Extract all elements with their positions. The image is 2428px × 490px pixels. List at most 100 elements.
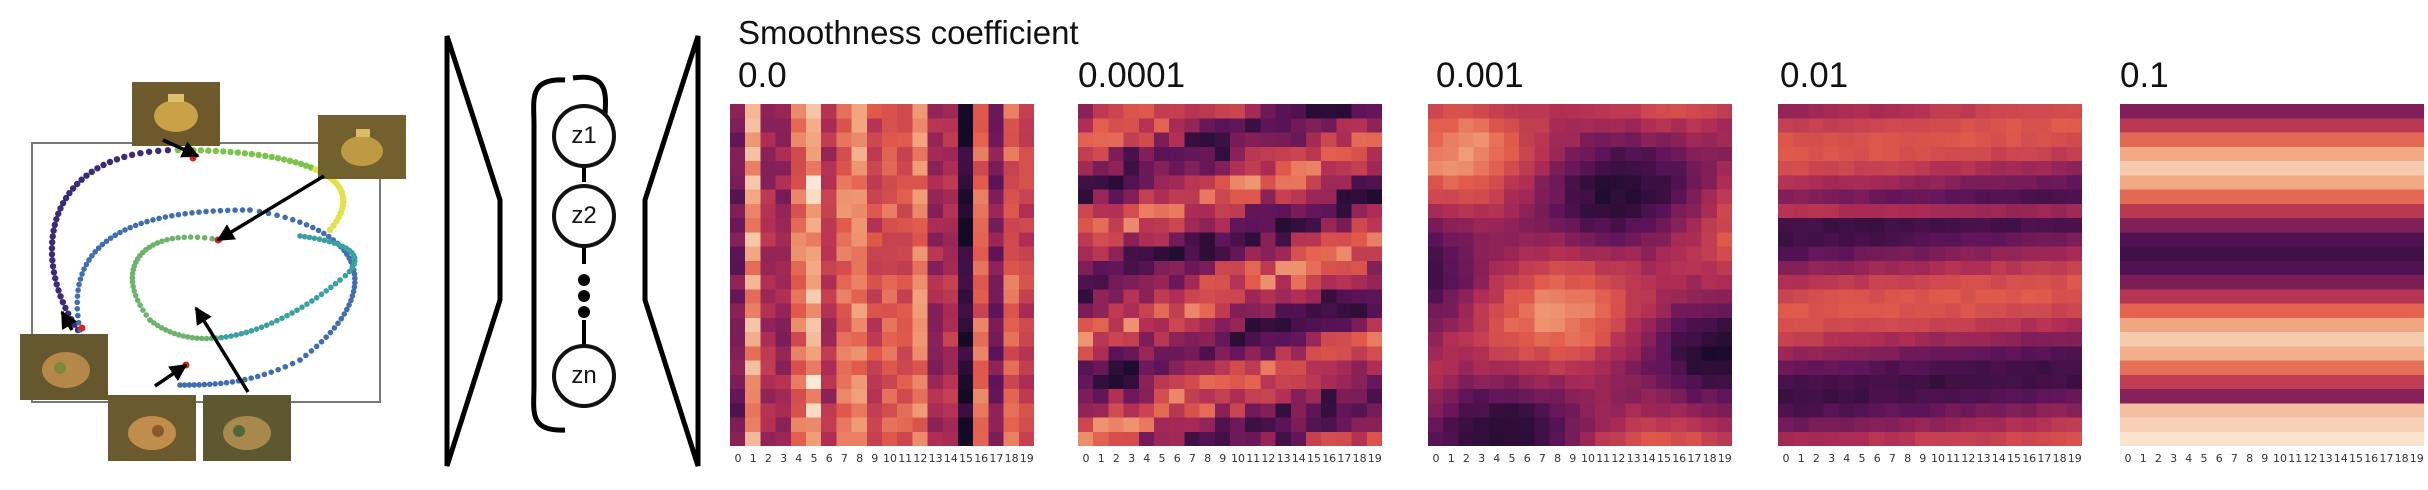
x-tick-label: 3 [1478, 452, 1486, 465]
trajectory-point [309, 298, 315, 304]
x-tick-label: 18 [1004, 452, 1019, 465]
trajectory-point [75, 287, 81, 293]
trajectory-point [83, 172, 90, 179]
trajectory-point [321, 237, 328, 244]
trajectory-point [95, 245, 102, 251]
x-tick-label: 7 [2230, 452, 2238, 465]
ellipsis-dot [578, 274, 590, 286]
trajectory-point [79, 271, 85, 277]
trajectory-point [349, 293, 356, 299]
heatmap-0.01 [1778, 104, 2082, 446]
coef-label-1: 0.0001 [1078, 56, 1186, 95]
x-tick-label: 11 [1946, 452, 1961, 465]
trajectory-point [92, 249, 98, 255]
x-tick-label: 16 [974, 452, 989, 465]
trajectory-point [212, 381, 218, 387]
latent-node-zn: zn [552, 344, 616, 408]
x-tick-label: 6 [1523, 452, 1531, 465]
trajectory-point [83, 261, 90, 268]
trajectory-point [122, 227, 128, 233]
trajectory-point [169, 235, 176, 242]
x-tick-label: 10 [1581, 452, 1595, 465]
trajectory-point [263, 322, 270, 328]
x-tick-label: 6 [2215, 452, 2223, 465]
trajectory-point [48, 245, 56, 252]
trajectory-point [137, 302, 143, 309]
trajectory-point [282, 214, 288, 221]
heatmap-0.001 [1428, 104, 1732, 446]
trajectory-point [138, 220, 144, 227]
trajectory-point [253, 326, 260, 332]
trajectory-point [53, 281, 60, 288]
trajectory-point [268, 369, 275, 376]
x-tick-label: 8 [2246, 452, 2254, 465]
x-tick-label: 6 [1873, 452, 1881, 465]
trajectory-point [48, 251, 56, 258]
trajectory-point [220, 148, 227, 155]
ellipsis-dot [578, 290, 590, 302]
trajectory-point [280, 156, 288, 163]
trajectory-point [73, 180, 81, 188]
trajectory-point [351, 284, 358, 290]
trajectory-point [198, 335, 205, 342]
trajectory-point [318, 338, 325, 345]
trajectory-point [315, 227, 322, 234]
x-tick-label: 12 [913, 452, 928, 465]
trajectory-point [313, 294, 320, 301]
trajectory-point [164, 236, 170, 243]
x-tick-label: 7 [1188, 452, 1196, 465]
trajectory-point [128, 151, 136, 159]
trajectory-point [66, 190, 73, 197]
x-tick-label: 1 [749, 452, 757, 465]
trajectory-point [112, 232, 119, 239]
trajectory-point [155, 147, 162, 155]
trajectory-point [303, 221, 310, 228]
trajectory-point [233, 332, 239, 338]
x-tick-label: 17 [1337, 452, 1352, 465]
trajectory-point [196, 209, 202, 215]
x-tick-label: 14 [943, 452, 958, 465]
x-tick-label: 5 [1858, 452, 1866, 465]
x-tick-label: 15 [2007, 452, 2021, 465]
trajectory-point [232, 207, 238, 213]
x-tick-label: 3 [1828, 452, 1836, 465]
trajectory-point [175, 211, 182, 218]
trajectory-point [69, 185, 77, 192]
trajectory-point [57, 205, 64, 212]
x-tick-label: 4 [1493, 452, 1501, 465]
trajectory-point [331, 325, 338, 331]
x-tick-label: 18 [2394, 452, 2409, 465]
trajectory-point [77, 276, 84, 282]
trajectory-point [75, 319, 82, 326]
x-tick-label: 8 [856, 452, 864, 465]
trajectory-point [261, 371, 268, 378]
trajectory-point [189, 334, 196, 341]
trajectory-point [158, 325, 165, 331]
trajectory-point [181, 234, 188, 241]
x-tick-label: 5 [1508, 452, 1516, 465]
trajectory-point [326, 226, 334, 234]
x-tick-label: 10 [2273, 452, 2287, 465]
trajectory-point [74, 306, 81, 312]
x-tick-label: 18 [1352, 452, 1367, 465]
x-tick-label: 15 [1307, 452, 1321, 465]
trajectory-point [229, 379, 236, 385]
trajectory-point [212, 147, 220, 155]
coef-label-0: 0.0 [738, 56, 787, 95]
x-tick-label: 8 [1904, 452, 1912, 465]
trajectory-point [62, 304, 69, 312]
trajectory-point [171, 330, 178, 337]
x-tick-label: 2 [1112, 452, 1120, 465]
x-tick-label: 10 [1231, 452, 1245, 465]
trajectory-point [286, 157, 294, 165]
trajectory-point [217, 207, 224, 214]
trajectory-point [89, 252, 95, 259]
encoder-trapezoid [444, 35, 503, 467]
trajectory-point [268, 153, 275, 161]
trajectory-point [258, 324, 265, 331]
x-tick-label: 17 [2037, 452, 2052, 465]
x-tick-label: 14 [2333, 452, 2348, 465]
trajectory-point [346, 268, 353, 275]
